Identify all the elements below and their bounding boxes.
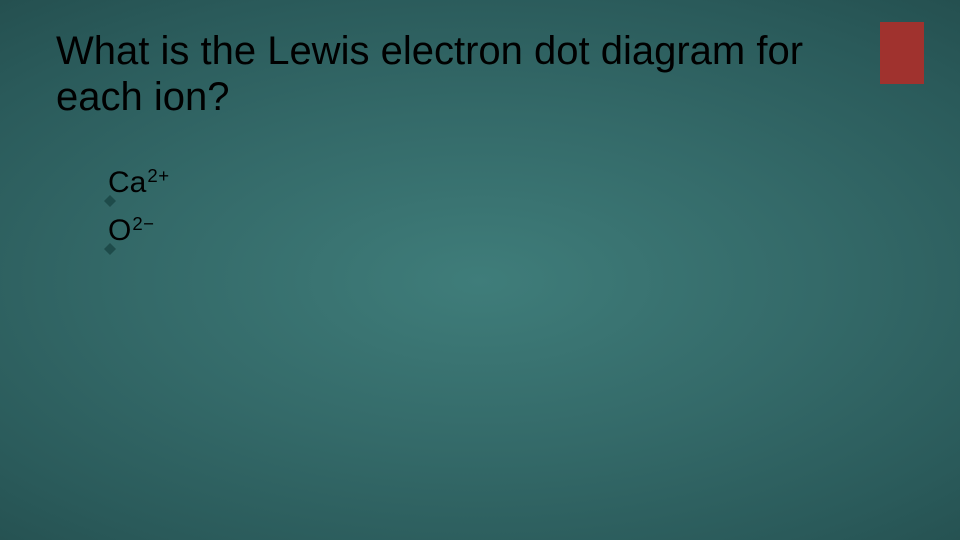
chem-formula: Ca 2+ — [108, 166, 170, 200]
slide: What is the Lewis electron dot diagram f… — [0, 0, 960, 540]
chem-superscript: 2− — [132, 213, 154, 235]
list-item: Ca 2+ — [104, 166, 170, 200]
chem-superscript: 2+ — [147, 165, 169, 187]
list-item: O 2− — [104, 214, 170, 248]
bullet-list: Ca 2+ O 2− — [104, 166, 170, 262]
accent-block — [880, 22, 924, 84]
slide-title: What is the Lewis electron dot diagram f… — [56, 28, 850, 121]
